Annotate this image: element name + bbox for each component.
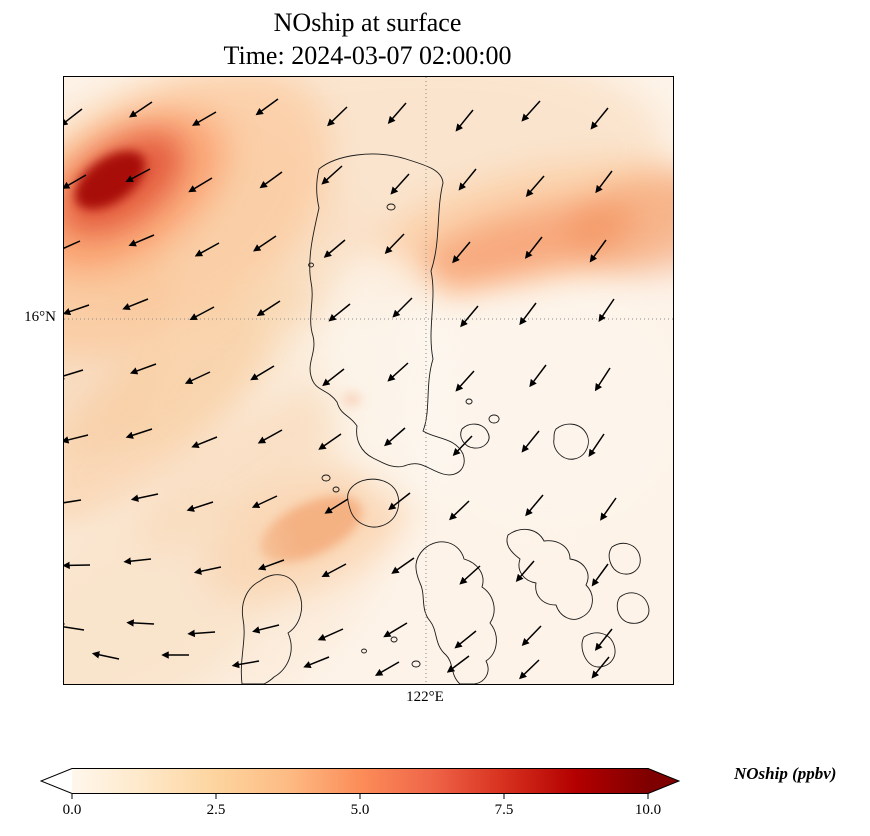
chart-title-line1: NOship at surface [273,8,462,37]
colorbar-tick-label: 0.0 [62,802,82,818]
gridlines-layer [64,77,673,684]
colorbar-tick-label: 10.0 [634,802,662,818]
map-plot [63,76,674,685]
colorbar-gradient [39,768,681,799]
chart-title: NOship at surface Time: 2024-03-07 02:00… [63,6,672,73]
lon-tick-label: 122°E [406,689,444,705]
concentration-heatmap-layer [64,77,673,684]
colorbar [39,768,681,800]
chart-title-line2: Time: 2024-03-07 02:00:00 [223,41,512,71]
wind-quiver-layer [64,98,617,680]
colorbar-tick-label: 7.5 [494,802,514,818]
coastlines-layer [240,153,650,684]
lat-tick-label: 16°N [24,309,56,325]
colorbar-tick-label: 5.0 [350,802,370,818]
colorbar-tick-labels: 0.0 2.5 5.0 7.5 10.0 [40,802,680,820]
colorbar-tick-label: 2.5 [206,802,226,818]
colorbar-label: NOship (ppbv) [734,764,837,783]
heatmap-quiver-map [64,77,673,684]
